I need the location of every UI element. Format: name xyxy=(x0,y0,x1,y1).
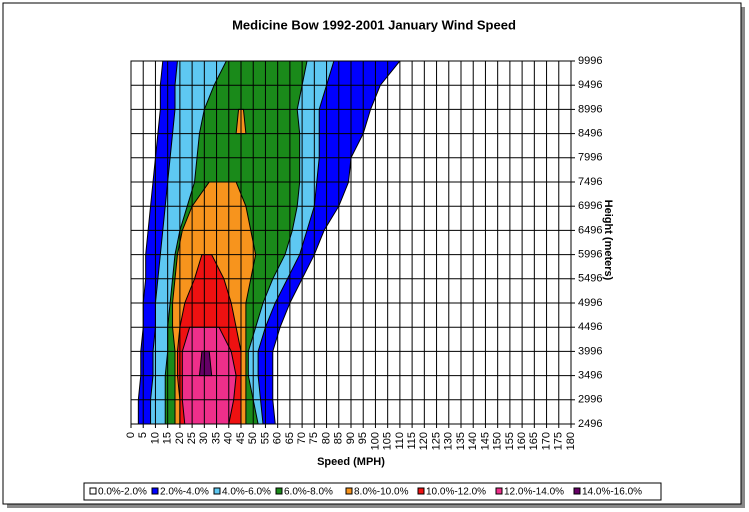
y-tick-label: 5496 xyxy=(578,273,602,285)
x-tick-label: 180 xyxy=(565,432,577,450)
legend-label: 10.0%-12.0% xyxy=(426,487,486,498)
y-axis-title: Height (meters) xyxy=(602,200,614,281)
x-tick-label: 65 xyxy=(284,432,296,444)
y-tick-label: 2496 xyxy=(578,418,602,430)
x-tick-label: 160 xyxy=(516,432,528,450)
legend-swatch xyxy=(151,487,159,495)
legend-swatch xyxy=(89,487,97,495)
legend-label: 2.0%-4.0% xyxy=(160,487,209,498)
y-tick-label: 2996 xyxy=(578,394,602,406)
legend-swatch xyxy=(213,487,221,495)
y-tick-label: 3496 xyxy=(578,370,602,382)
y-tick-label: 8496 xyxy=(578,128,602,140)
legend-label: 0.0%-2.0% xyxy=(98,487,147,498)
x-tick-label: 30 xyxy=(198,432,210,444)
y-tick-label: 7996 xyxy=(578,152,602,164)
y-tick-label: 6996 xyxy=(578,200,602,212)
x-tick-label: 0 xyxy=(125,432,137,438)
x-tick-label: 20 xyxy=(174,432,186,444)
x-tick-label: 60 xyxy=(272,432,284,444)
x-tick-label: 10 xyxy=(149,432,161,444)
legend-label: 4.0%-6.0% xyxy=(222,487,271,498)
legend-box xyxy=(83,482,662,501)
x-tick-label: 110 xyxy=(394,432,406,450)
legend-label: 12.0%-14.0% xyxy=(504,487,564,498)
y-tick-label: 7496 xyxy=(578,176,602,188)
legend-swatch xyxy=(345,487,353,495)
x-tick-label: 80 xyxy=(320,432,332,444)
y-tick-label: 9496 xyxy=(578,79,602,91)
y-tick-label: 5996 xyxy=(578,249,602,261)
legend-label: 8.0%-10.0% xyxy=(354,487,409,498)
legend-swatch xyxy=(417,487,425,495)
x-tick-label: 90 xyxy=(345,432,357,444)
x-axis-title: Speed (MPH) xyxy=(317,456,385,468)
y-tick-label: 9996 xyxy=(578,55,602,67)
x-tick-label: 120 xyxy=(418,432,430,450)
y-tick-label: 6496 xyxy=(578,224,602,236)
x-tick-label: 40 xyxy=(223,432,235,444)
x-tick-label: 165 xyxy=(528,432,540,450)
y-tick-label: 8996 xyxy=(578,103,602,115)
x-tick-label: 145 xyxy=(479,432,491,450)
y-tick-label: 3996 xyxy=(578,345,602,357)
x-tick-label: 100 xyxy=(369,432,381,450)
x-tick-label: 45 xyxy=(235,432,247,444)
x-tick-label: 55 xyxy=(259,432,271,444)
x-tick-label: 70 xyxy=(296,432,308,444)
y-tick-label: 4996 xyxy=(578,297,602,309)
legend-label: 14.0%-16.0% xyxy=(582,487,642,498)
x-tick-label: 135 xyxy=(455,432,467,450)
x-tick-label: 95 xyxy=(357,432,369,444)
chart-title: Medicine Bow 1992-2001 January Wind Spee… xyxy=(232,17,516,32)
x-tick-label: 85 xyxy=(333,432,345,444)
contour-band xyxy=(198,350,213,377)
x-tick-label: 170 xyxy=(540,432,552,450)
x-tick-label: 25 xyxy=(186,432,198,444)
x-tick-label: 115 xyxy=(406,432,418,450)
x-tick-label: 35 xyxy=(210,432,222,444)
x-tick-label: 5 xyxy=(137,432,149,438)
legend-swatch xyxy=(495,487,503,495)
x-tick-label: 150 xyxy=(492,432,504,450)
x-tick-label: 105 xyxy=(382,432,394,450)
x-tick-label: 175 xyxy=(553,432,565,450)
x-tick-label: 140 xyxy=(467,432,479,450)
x-tick-label: 155 xyxy=(504,432,516,450)
x-tick-label: 15 xyxy=(162,432,174,444)
legend-label: 6.0%-8.0% xyxy=(284,487,333,498)
x-tick-label: 50 xyxy=(247,432,259,444)
y-tick-label: 4496 xyxy=(578,321,602,333)
plot-border xyxy=(130,60,572,425)
x-tick-label: 125 xyxy=(430,432,442,450)
legend-swatch xyxy=(573,487,581,495)
x-tick-label: 130 xyxy=(443,432,455,450)
x-tick-label: 75 xyxy=(308,432,320,444)
legend-swatch xyxy=(275,487,283,495)
